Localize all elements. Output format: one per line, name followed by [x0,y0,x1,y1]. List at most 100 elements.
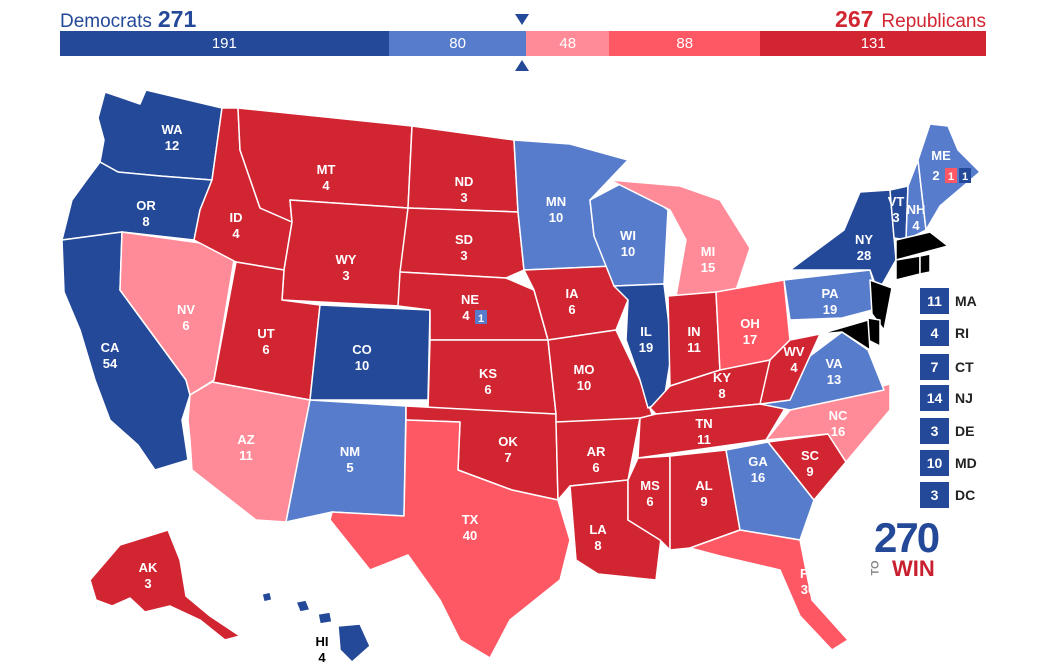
state-label-AL: AL [695,478,712,493]
district-box-ME-2[interactable] [959,168,971,183]
state-label-WV: WV [784,344,805,359]
state-ev-WI: 10 [621,244,635,259]
state-label-MI: MI [701,244,715,259]
state-ev-KS: 6 [484,382,491,397]
state-label-NY: NY [855,232,873,247]
state-CT[interactable] [895,255,921,281]
democrats-total: Democrats 271 [60,6,197,32]
state-label-OH: OH [740,316,760,331]
state-ev-AZ: 11 [239,448,253,463]
state-RI[interactable] [919,253,931,275]
state-ev-FL: 30 [801,582,815,597]
state-ev-VA: 13 [827,372,841,387]
state-ev-IL: 19 [639,340,653,355]
small-state-list: 11 MA 4 RI 7 CT 14 NJ 3 DE 10 MD 3 DC [920,288,1010,528]
state-label-AZ: AZ [237,432,254,447]
district-box-ME-2-ev: 1 [962,171,968,183]
small-state-RI[interactable]: 4 RI [920,320,1010,346]
state-WV[interactable] [759,333,821,405]
state-TX[interactable] [329,419,571,659]
state-ev-ID: 4 [232,226,240,241]
state-label-ID: ID [230,210,243,225]
state-ev-SD: 3 [460,248,467,263]
state-label-WI: WI [620,228,636,243]
state-MD[interactable] [819,319,871,351]
state-label-WY: WY [336,252,357,267]
small-state-abbr: MA [955,293,977,309]
state-label-IA: IA [566,286,580,301]
state-ev-CO: 10 [355,358,369,373]
state-ev-OK: 7 [504,450,511,465]
state-ev-NV: 6 [182,318,189,333]
state-label-NE: NE [461,292,479,307]
republicans-total: 267 Republicans [835,6,986,32]
state-label-KY: KY [713,370,731,385]
bar-segment-safe-rep[interactable]: 131 [760,31,986,56]
state-label-MO: MO [574,362,595,377]
state-WA[interactable] [97,89,223,181]
state-label-NV: NV [177,302,195,317]
bar-segment-likely-rep[interactable]: 88 [609,31,761,56]
state-ev-TX: 40 [463,528,477,543]
state-label-MT: MT [317,162,336,177]
small-state-MA[interactable]: 11 MA [920,288,1010,314]
state-label-IN: IN [688,324,701,339]
electoral-vote-bar: 191 80 48 88 131 [60,31,986,56]
state-labels: WA12OR8CA54NV6ID4MT4WY3UT6AZ11CO10NM5ND3… [101,122,971,665]
state-label-OR: OR [136,198,156,213]
state-label-CO: CO [352,342,372,357]
state-label-SD: SD [455,232,473,247]
state-ev-NH: 4 [912,218,920,233]
state-label-WA: WA [162,122,184,137]
small-state-CT[interactable]: 7 CT [920,354,1010,380]
state-label-HI: HI [316,634,329,649]
state-label-MN: MN [546,194,566,209]
bar-segment-lean-rep[interactable]: 48 [526,31,610,56]
state-label-AK: AK [139,560,158,575]
state-label-ND: ND [455,174,474,189]
small-state-abbr: MD [955,455,977,471]
district-ev-NE: 1 [478,313,484,325]
small-state-ev: 14 [920,385,949,411]
state-ev-GA: 16 [751,470,765,485]
state-label-AR: AR [587,444,606,459]
state-ev-WY: 3 [342,268,349,283]
state-SD[interactable] [399,207,525,279]
state-FL[interactable] [689,529,849,651]
state-label-VA: VA [825,356,843,371]
bar-segment-safe-dem[interactable]: 191 [60,31,389,56]
state-ev-CA: 54 [103,356,118,371]
state-label-NH: NH [907,202,926,217]
state-MA[interactable] [895,231,949,261]
state-ev-NY: 28 [857,248,871,263]
state-ev-ME: 2 [932,168,939,183]
state-ev-AL: 9 [700,494,707,509]
state-ev-ND: 3 [460,190,467,205]
site-logo[interactable]: 270 TO WIN [869,514,952,582]
small-state-MD[interactable]: 10 MD [920,450,1010,476]
district-box-NE[interactable] [475,310,487,324]
logo-to: TO [869,560,882,576]
state-AK[interactable] [89,529,241,641]
state-NJ[interactable] [869,279,893,331]
small-state-DE[interactable]: 3 DE [920,418,1010,444]
state-label-SC: SC [801,448,820,463]
state-ev-LA: 8 [594,538,601,553]
small-state-NJ[interactable]: 14 NJ [920,385,1010,411]
state-ev-SC: 9 [806,464,813,479]
state-ev-AR: 6 [592,460,599,475]
bar-segment-likely-dem[interactable]: 80 [388,31,527,56]
state-GA[interactable] [725,441,815,541]
state-HI[interactable] [261,591,371,663]
state-ev-MN: 10 [549,210,563,225]
district-box-ME-1[interactable] [945,168,957,183]
state-PA[interactable] [783,269,881,321]
state-IL[interactable] [613,283,673,409]
small-state-abbr: DE [955,423,975,439]
state-ev-OR: 8 [142,214,149,229]
small-state-DC[interactable]: 3 DC [920,482,1010,508]
small-state-abbr: RI [955,325,969,341]
state-ev-WA: 12 [165,138,179,153]
state-ev-MS: 6 [646,494,653,509]
